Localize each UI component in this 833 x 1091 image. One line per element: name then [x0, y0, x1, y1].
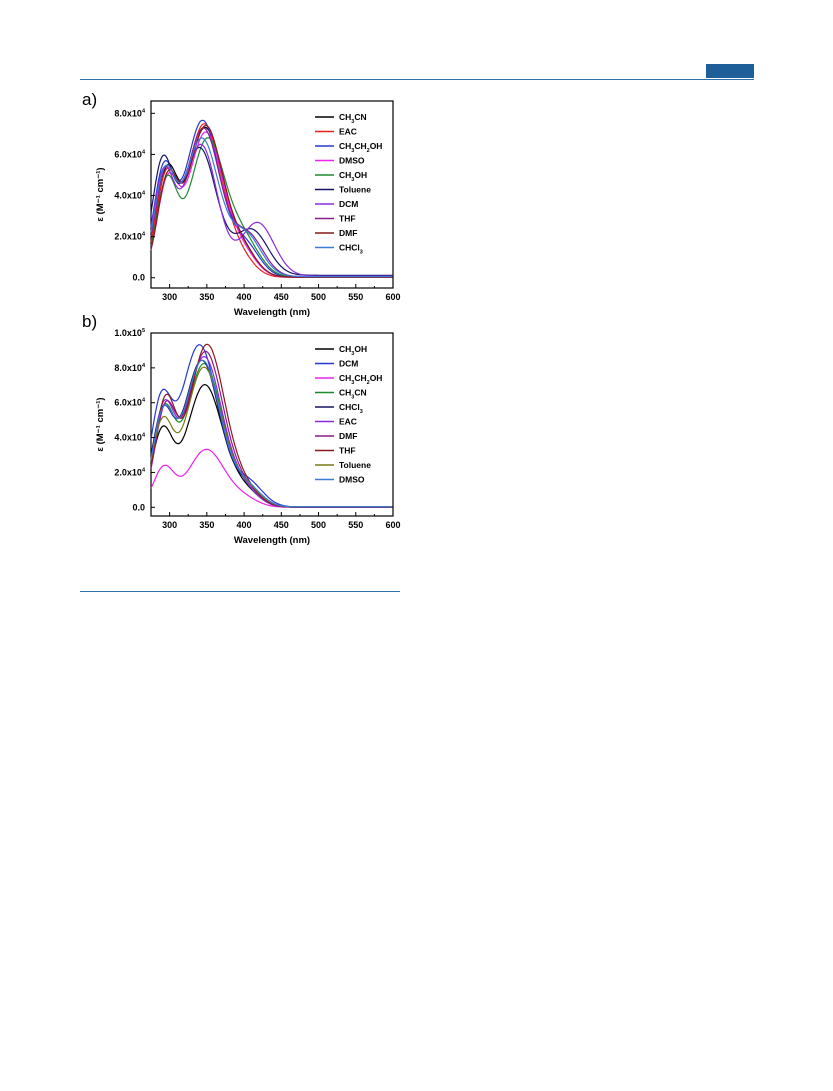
y-tick-label: 2.0x104 [114, 467, 146, 477]
x-tick-label: 550 [348, 520, 363, 530]
chart-panel-b: 300 350 400 450 500 550 600 0.0 2.0x104 4.0x104 6.… [95, 328, 401, 546]
header-rule [80, 79, 754, 80]
series-line-dmso [150, 359, 393, 508]
series-line-chcl3 [150, 137, 393, 278]
y-tick-label: 6.0x104 [114, 149, 146, 159]
x-tick-label: 300 [162, 292, 177, 302]
x-tick-label: 300 [162, 520, 177, 530]
y-axis-title: ε (M⁻¹ cm⁻¹) [95, 397, 106, 451]
y-tick-label: 8.0x104 [114, 108, 146, 118]
y-tick-label: 2.0x104 [114, 232, 146, 242]
legend-label: DCM [339, 359, 358, 369]
plot-frame [150, 100, 394, 289]
x-tick-label: 350 [199, 520, 214, 530]
y-tick-label: 4.0x104 [114, 433, 146, 443]
legend-label: CH3CN [339, 388, 367, 401]
legend-label: CH3CH2OH [339, 141, 382, 154]
x-tick-label: 500 [311, 520, 326, 530]
legend-label: Toluene [339, 185, 371, 195]
x-tick-label: 500 [311, 292, 326, 302]
panel-label-b: b) [82, 312, 98, 331]
chart-panel-a: 300 350 400 450 500 550 600 0.0 2.0x104 4.0x104 6.… [95, 100, 401, 318]
panel-label-a: a) [82, 90, 98, 109]
y-tick-label: 0.0 [132, 273, 145, 283]
legend-label: DMF [339, 228, 357, 238]
x-axis-title: Wavelength (nm) [234, 535, 310, 546]
legend-label: THF [339, 214, 356, 224]
x-tick-label: 450 [274, 520, 289, 530]
legend-label: CH3OH [339, 170, 367, 183]
plot-frame [150, 332, 394, 517]
x-tick-label: 400 [237, 292, 252, 302]
y-axis-title: ε (M⁻¹ cm⁻¹) [95, 167, 106, 221]
legend-label: CH3CN [339, 112, 367, 125]
x-axis-title: Wavelength (nm) [234, 307, 310, 318]
x-tick-label: 400 [237, 520, 252, 530]
x-tick-label: 600 [385, 292, 400, 302]
x-tick-label: 550 [348, 292, 363, 302]
legend-label: DMSO [339, 156, 365, 166]
header-accent-tab [706, 64, 754, 78]
y-tick-label: 6.0x104 [114, 398, 146, 408]
legend-label: CHCl3 [339, 243, 363, 256]
footer-rule [80, 591, 400, 592]
legend-label: CH3CH2OH [339, 373, 382, 386]
x-tick-label: 600 [385, 520, 400, 530]
y-tick-label: 1.0x105 [114, 328, 145, 338]
x-tick-label: 450 [274, 292, 289, 302]
y-tick-label: 8.0x104 [114, 363, 146, 373]
legend-label: CHCl3 [339, 402, 363, 415]
legend-label: DMF [339, 431, 357, 441]
y-tick-label: 0.0 [132, 502, 145, 512]
y-tick-label: 4.0x104 [114, 191, 146, 201]
x-tick-label: 350 [199, 292, 214, 302]
legend-label: THF [339, 446, 356, 456]
legend-label: DMSO [339, 475, 365, 485]
series-line-toluene [150, 146, 393, 276]
legend-label: Toluene [339, 460, 371, 470]
legend-label: EAC [339, 127, 357, 137]
legend-label: CH3OH [339, 344, 367, 357]
legend-label: DCM [339, 199, 358, 209]
legend-label: EAC [339, 417, 357, 427]
